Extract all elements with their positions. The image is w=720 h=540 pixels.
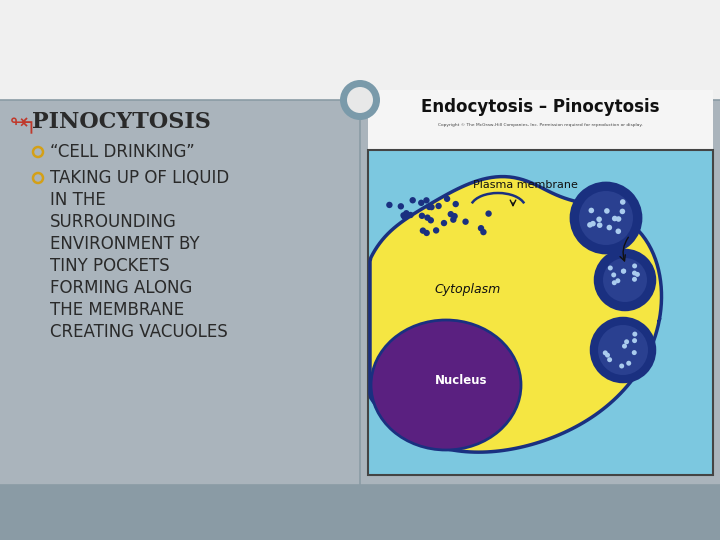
Text: ENVIRONMENT BY: ENVIRONMENT BY <box>50 235 199 253</box>
Circle shape <box>400 212 407 219</box>
Circle shape <box>441 220 447 226</box>
Circle shape <box>347 87 373 113</box>
Circle shape <box>478 225 485 232</box>
Circle shape <box>635 272 640 277</box>
Circle shape <box>448 211 454 218</box>
Circle shape <box>616 278 621 284</box>
Circle shape <box>418 200 425 206</box>
Text: FORMING ALONG: FORMING ALONG <box>50 279 192 297</box>
Text: TINY POCKETS: TINY POCKETS <box>50 257 170 275</box>
Text: Nucleus: Nucleus <box>435 374 487 387</box>
Text: Cytoplasm: Cytoplasm <box>435 284 501 296</box>
Circle shape <box>616 228 621 234</box>
Circle shape <box>340 80 380 120</box>
Circle shape <box>621 268 626 274</box>
Circle shape <box>452 201 459 207</box>
Circle shape <box>408 212 414 218</box>
Text: “CELL DRINKING”: “CELL DRINKING” <box>50 143 194 161</box>
Circle shape <box>607 357 612 362</box>
Circle shape <box>436 203 442 209</box>
FancyBboxPatch shape <box>0 100 720 485</box>
Text: CREATING VACUOLES: CREATING VACUOLES <box>50 323 228 341</box>
Circle shape <box>632 277 637 282</box>
Circle shape <box>419 213 426 219</box>
Circle shape <box>579 191 633 245</box>
Circle shape <box>401 213 408 220</box>
Circle shape <box>611 272 616 278</box>
Circle shape <box>588 208 594 213</box>
Circle shape <box>480 229 487 235</box>
Text: Plasma membrane: Plasma membrane <box>473 180 578 190</box>
Circle shape <box>631 350 636 355</box>
Text: IN THE: IN THE <box>50 191 106 209</box>
Circle shape <box>410 197 416 204</box>
Circle shape <box>571 183 641 253</box>
Circle shape <box>632 338 637 343</box>
Circle shape <box>603 350 608 355</box>
Circle shape <box>426 204 433 210</box>
Circle shape <box>608 266 613 271</box>
Circle shape <box>386 202 392 208</box>
Circle shape <box>620 199 626 205</box>
Circle shape <box>420 227 426 234</box>
Text: TAKING UP OF LIQUID: TAKING UP OF LIQUID <box>50 169 229 187</box>
Text: THE MEMBRANE: THE MEMBRANE <box>50 301 184 319</box>
FancyBboxPatch shape <box>368 150 713 475</box>
Circle shape <box>424 214 431 221</box>
Circle shape <box>616 216 621 222</box>
Circle shape <box>450 217 456 223</box>
Circle shape <box>423 230 430 236</box>
Circle shape <box>612 215 618 221</box>
Circle shape <box>597 222 603 228</box>
Circle shape <box>587 222 593 228</box>
Circle shape <box>606 225 612 231</box>
Circle shape <box>485 211 492 217</box>
Circle shape <box>605 353 610 357</box>
FancyBboxPatch shape <box>0 485 720 540</box>
Circle shape <box>619 363 624 368</box>
Text: PINOCYTOSIS: PINOCYTOSIS <box>32 111 211 133</box>
Circle shape <box>433 227 439 234</box>
Circle shape <box>603 258 647 302</box>
Polygon shape <box>370 177 662 452</box>
Circle shape <box>423 197 430 204</box>
Circle shape <box>632 332 637 336</box>
Circle shape <box>595 250 655 310</box>
Circle shape <box>626 361 631 366</box>
Text: Endocytosis – Pinocytosis: Endocytosis – Pinocytosis <box>421 98 660 116</box>
Circle shape <box>451 213 458 219</box>
Circle shape <box>403 210 410 217</box>
Circle shape <box>622 343 627 349</box>
Circle shape <box>604 208 610 214</box>
Circle shape <box>591 318 655 382</box>
Text: ↬: ↬ <box>10 112 27 132</box>
Circle shape <box>462 219 469 225</box>
Text: SURROUNDING: SURROUNDING <box>50 213 177 231</box>
Circle shape <box>444 195 450 202</box>
Text: ↳: ↳ <box>10 112 29 132</box>
Text: Copyright © The McGraw-Hill Companies, Inc. Permission required for reproduction: Copyright © The McGraw-Hill Companies, I… <box>438 123 643 127</box>
Circle shape <box>620 208 625 214</box>
Circle shape <box>612 280 617 285</box>
FancyBboxPatch shape <box>0 0 720 100</box>
Circle shape <box>598 325 648 375</box>
FancyBboxPatch shape <box>368 90 713 150</box>
Circle shape <box>632 264 637 268</box>
Circle shape <box>428 204 435 210</box>
Ellipse shape <box>371 320 521 450</box>
Circle shape <box>624 339 629 345</box>
Circle shape <box>632 271 637 275</box>
Circle shape <box>590 221 595 226</box>
Circle shape <box>596 217 602 222</box>
Circle shape <box>397 203 404 210</box>
Circle shape <box>621 269 626 274</box>
Circle shape <box>428 217 434 224</box>
